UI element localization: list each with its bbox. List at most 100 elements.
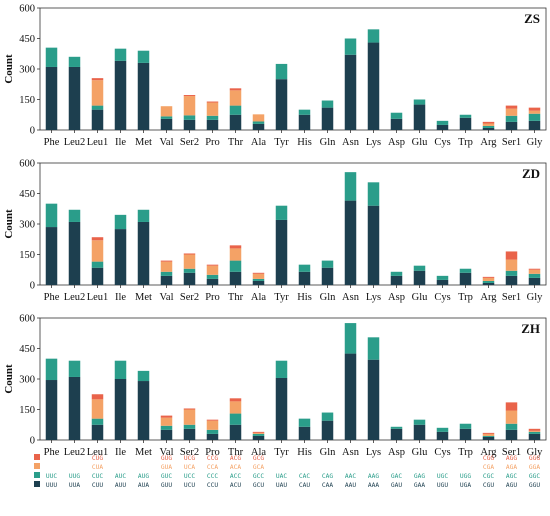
bar-segment bbox=[137, 381, 150, 440]
bar-segment bbox=[528, 113, 541, 121]
chart-panel-zd: 0 150 300 450 600 Count ZD Phe Leu2 Leu1 Ile Met Val… bbox=[3, 159, 547, 303]
bar-segment bbox=[183, 424, 196, 429]
bar-segment bbox=[229, 260, 242, 272]
bar-segment bbox=[528, 269, 541, 274]
bar-segment bbox=[183, 272, 196, 285]
y-tick-label: 150 bbox=[19, 95, 35, 106]
bar-segment bbox=[459, 268, 472, 273]
legend-swatch bbox=[34, 454, 40, 460]
codon-label: GCG bbox=[253, 455, 264, 462]
bar-segment bbox=[321, 260, 334, 268]
bar-segment bbox=[68, 360, 81, 377]
bar-segment bbox=[137, 221, 150, 285]
bar-segment bbox=[45, 380, 58, 440]
bar-segment bbox=[206, 265, 219, 275]
codon-label: AGC bbox=[506, 473, 517, 480]
y-tick-label: 450 bbox=[19, 34, 35, 45]
bar-segment bbox=[114, 379, 127, 440]
y-tick-label: 0 bbox=[30, 436, 35, 447]
bar-segment bbox=[413, 99, 426, 105]
x-tick-label: Asn bbox=[342, 447, 360, 458]
x-tick-label: Pro bbox=[205, 447, 220, 458]
bar-segment bbox=[321, 412, 334, 421]
bar-segment bbox=[252, 432, 265, 434]
bar-segment bbox=[229, 398, 242, 402]
x-tick-label: Gln bbox=[320, 447, 337, 458]
bar-segment bbox=[45, 203, 58, 228]
bar-segment bbox=[482, 435, 495, 437]
y-tick-label: 600 bbox=[19, 4, 35, 15]
bar-segment bbox=[206, 429, 219, 434]
x-tick-label: Thr bbox=[228, 447, 244, 458]
bar-segment bbox=[183, 119, 196, 130]
bar-segment bbox=[367, 29, 380, 43]
bar-segment bbox=[505, 121, 518, 130]
x-tick-label: Ala bbox=[251, 292, 267, 303]
bar-segment bbox=[367, 42, 380, 130]
bar-segment bbox=[275, 219, 288, 285]
bar-segment bbox=[160, 261, 173, 272]
codon-label: ACG bbox=[230, 455, 241, 462]
codon-label: AUA bbox=[138, 482, 149, 489]
x-tick-label: Phe bbox=[44, 292, 60, 303]
bar-segment bbox=[91, 109, 104, 130]
codon-legend: CUG GUG UCG CCG ACG GCG CGG AGG GGG CUA GUA UCA CCA A… bbox=[34, 454, 540, 489]
bar-segment bbox=[229, 88, 242, 91]
bar-segment bbox=[482, 432, 495, 434]
codon-label: ACC bbox=[230, 473, 241, 480]
bar-segment bbox=[528, 431, 541, 434]
x-tick-label: His bbox=[297, 447, 312, 458]
y-tick-label: 0 bbox=[30, 281, 35, 292]
y-tick-label: 300 bbox=[19, 220, 35, 231]
bar-segment bbox=[252, 121, 265, 124]
x-tick-label: Arg bbox=[480, 137, 497, 148]
bar-segment bbox=[482, 276, 495, 278]
codon-label: CUC bbox=[92, 473, 103, 480]
bar-segment bbox=[459, 117, 472, 130]
bar-segment bbox=[137, 62, 150, 130]
bar-segment bbox=[413, 104, 426, 130]
x-tick-label: Trp bbox=[458, 447, 473, 458]
bar-segment bbox=[114, 60, 127, 130]
codon-label: AAU bbox=[345, 482, 356, 489]
x-tick-label: Met bbox=[135, 447, 152, 458]
bar-segment bbox=[505, 410, 518, 424]
bar-segment bbox=[229, 245, 242, 249]
x-tick-label: Ser1 bbox=[502, 137, 521, 148]
x-tick-label: Val bbox=[160, 292, 174, 303]
bar-segment bbox=[413, 265, 426, 271]
bar-segment bbox=[298, 264, 311, 272]
codon-label: UGA bbox=[460, 482, 471, 489]
x-tick-label: Met bbox=[135, 292, 152, 303]
bar-segment bbox=[160, 260, 173, 262]
y-tick-label: 300 bbox=[19, 65, 35, 76]
bar-segment bbox=[229, 271, 242, 285]
x-tick-label: Ile bbox=[115, 137, 126, 148]
bar-segment bbox=[183, 268, 196, 273]
bar-segment bbox=[528, 268, 541, 270]
legend-swatch bbox=[34, 463, 40, 469]
x-tick-label: Asp bbox=[388, 447, 405, 458]
bar-segment bbox=[436, 124, 449, 130]
x-tick-label: Lys bbox=[366, 447, 381, 458]
bar-segment bbox=[413, 419, 426, 425]
bar-segment bbox=[367, 182, 380, 206]
bar-segment bbox=[91, 267, 104, 285]
legend-swatch bbox=[34, 481, 40, 487]
bar-segment bbox=[482, 121, 495, 124]
x-tick-label: Thr bbox=[228, 137, 244, 148]
bar-segment bbox=[528, 120, 541, 130]
bar-segment bbox=[275, 63, 288, 80]
bar-segment bbox=[91, 424, 104, 440]
codon-label: ACU bbox=[230, 482, 241, 489]
codon-label: AAA bbox=[368, 482, 379, 489]
codon-label: GCC bbox=[253, 473, 264, 480]
y-tick-label: 600 bbox=[19, 159, 35, 170]
codon-label: CGG bbox=[483, 455, 494, 462]
bar-segment bbox=[68, 209, 81, 222]
bar-segment bbox=[252, 435, 265, 440]
codon-label: CUG bbox=[92, 455, 103, 462]
bar-segment bbox=[229, 114, 242, 130]
bar-segment bbox=[160, 425, 173, 430]
